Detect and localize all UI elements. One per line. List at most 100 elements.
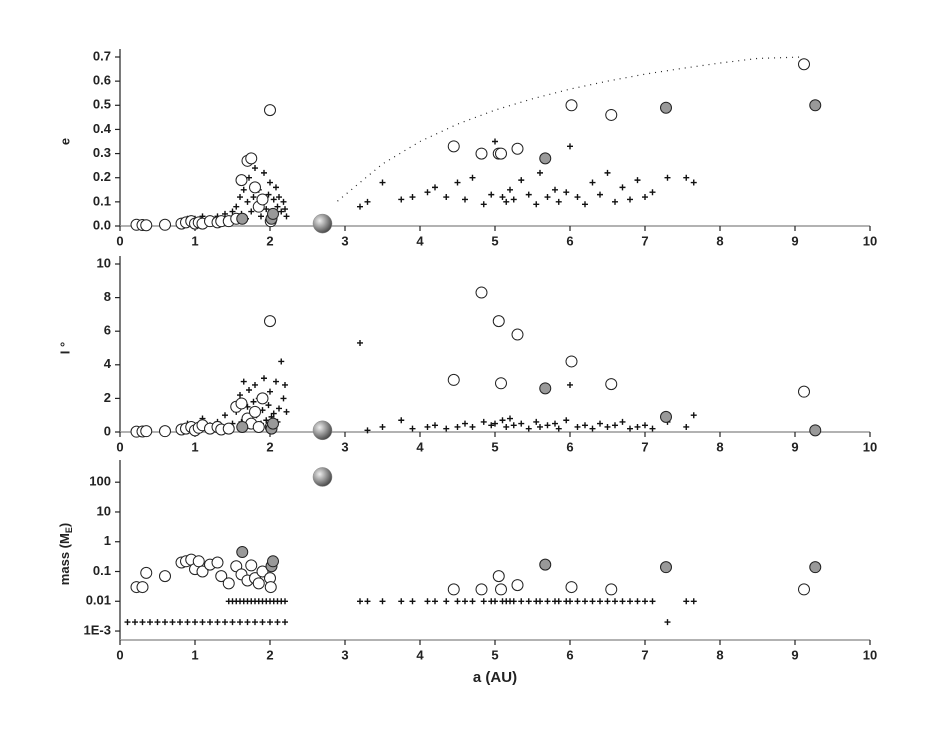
small-body: [274, 619, 281, 626]
embryo-filled: [236, 546, 249, 559]
small-body: [510, 196, 517, 203]
embryo-filled: [809, 561, 822, 574]
small-body: [649, 425, 656, 432]
giant-planet: [312, 213, 333, 234]
small-body: [480, 201, 487, 208]
small-body: [567, 598, 573, 605]
y-tick-label: 0.4: [93, 121, 112, 136]
small-body: [274, 203, 281, 210]
small-body: [409, 425, 416, 432]
small-body: [454, 423, 461, 430]
small-body: [379, 179, 386, 186]
small-body: [283, 213, 290, 220]
small-body: [443, 425, 450, 432]
small-body: [273, 184, 279, 191]
small-body: [469, 598, 476, 605]
small-body: [240, 378, 247, 385]
small-body: [544, 598, 551, 605]
embryo-open: [222, 577, 235, 590]
small-body: [683, 598, 690, 605]
small-body: [518, 177, 525, 184]
embryo-open: [605, 378, 618, 391]
y-tick-label: 2: [104, 390, 111, 405]
y-tick-label: 1: [104, 533, 111, 548]
small-body: [364, 427, 371, 434]
small-body: [357, 203, 363, 210]
x-tick-label: 4: [416, 647, 424, 662]
embryo-filled: [236, 420, 249, 433]
embryo-open: [215, 570, 228, 583]
small-body: [567, 381, 573, 388]
small-body: [252, 381, 258, 388]
embryo-open: [256, 193, 269, 206]
x-tick-label: 6: [566, 647, 573, 662]
small-body: [619, 418, 626, 425]
small-body: [552, 420, 558, 427]
small-body: [263, 206, 270, 213]
y-tick-label: 0.3: [93, 145, 111, 160]
y-tick-label: 0.1: [93, 193, 111, 208]
small-body: [237, 392, 243, 399]
embryo-open: [140, 219, 153, 232]
small-body: [237, 194, 243, 201]
small-body: [683, 174, 690, 181]
small-body: [597, 598, 603, 605]
y-tick-label: 0.0: [93, 217, 111, 232]
small-body: [244, 198, 251, 205]
embryo-open: [605, 583, 618, 596]
small-body: [229, 208, 236, 215]
small-body: [432, 598, 438, 605]
y-tick-label: 8: [104, 289, 111, 304]
embryo-open: [264, 581, 277, 594]
embryo-open: [447, 140, 460, 153]
small-body: [469, 423, 476, 430]
embryo-open: [565, 355, 578, 368]
small-body: [612, 422, 618, 429]
small-body: [597, 420, 603, 427]
x-tick-label: 10: [863, 233, 877, 248]
embryo-open: [447, 583, 460, 596]
x-tick-label: 8: [716, 439, 723, 454]
small-body: [525, 598, 532, 605]
x-tick-label: 2: [266, 647, 273, 662]
small-body: [147, 619, 153, 626]
small-body: [589, 179, 596, 186]
embryo-open: [565, 581, 578, 594]
small-body: [199, 619, 206, 626]
embryo-filled: [236, 212, 249, 225]
small-body: [424, 423, 431, 430]
embryo-open: [798, 583, 810, 596]
embryo-filled: [809, 99, 822, 112]
small-body: [510, 422, 517, 429]
small-body: [278, 208, 285, 215]
small-body: [525, 191, 532, 198]
small-body: [469, 174, 476, 181]
small-body: [248, 208, 255, 215]
small-body: [533, 201, 540, 208]
x-tick-label: 4: [416, 233, 424, 248]
small-body: [261, 375, 267, 382]
small-body: [567, 143, 573, 150]
small-body: [690, 179, 697, 186]
small-body: [454, 598, 461, 605]
x-tick-label: 7: [641, 439, 648, 454]
small-body: [233, 203, 240, 210]
embryo-open: [511, 328, 524, 341]
small-body: [480, 418, 487, 425]
small-body: [507, 186, 513, 193]
x-tick-label: 6: [566, 233, 573, 248]
small-body: [503, 198, 510, 205]
small-body: [619, 184, 626, 191]
small-body: [634, 423, 641, 430]
x-tick-label: 10: [863, 647, 877, 662]
small-body: [250, 398, 257, 405]
small-body: [267, 388, 273, 395]
small-body: [357, 598, 363, 605]
small-body: [424, 598, 431, 605]
small-body: [229, 619, 236, 626]
small-body: [597, 191, 603, 198]
small-body: [555, 198, 562, 205]
embryo-open: [264, 104, 276, 117]
small-body: [398, 417, 405, 424]
